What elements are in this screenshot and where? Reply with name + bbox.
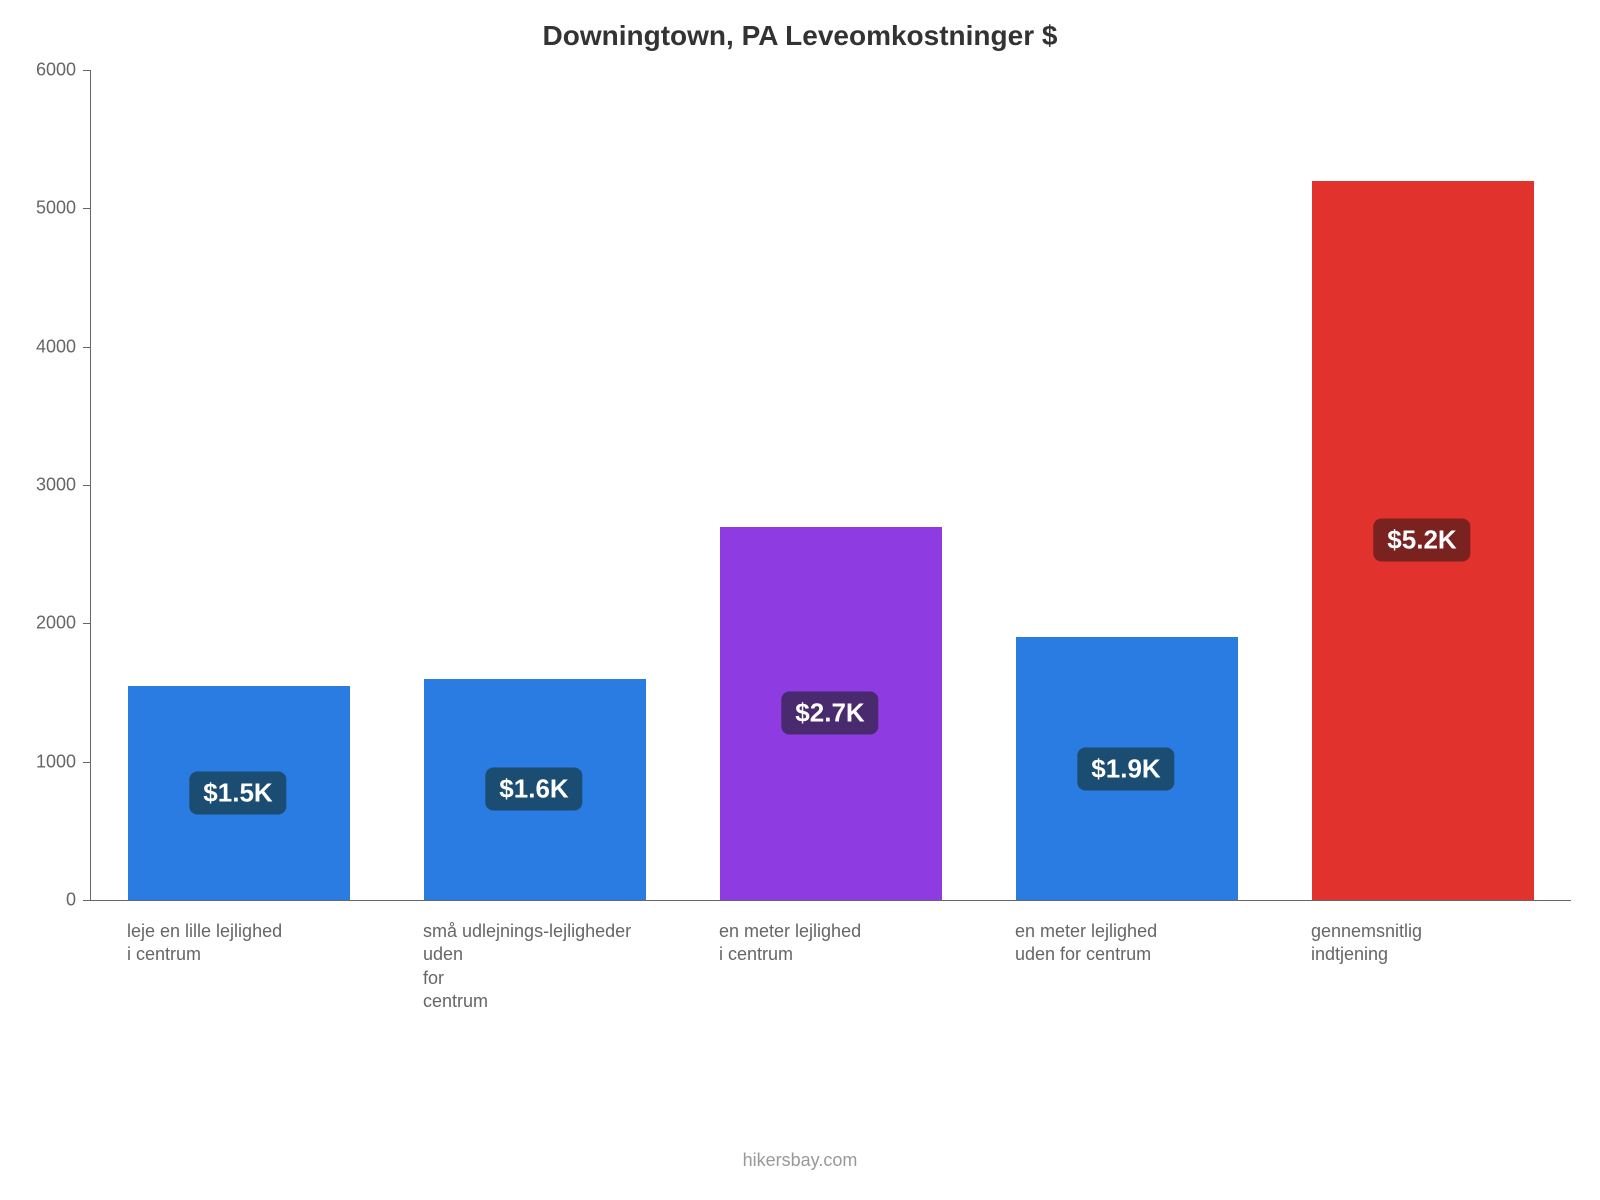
- x-axis-category-label: gennemsnitlig indtjening: [1311, 920, 1422, 967]
- y-axis-tick-mark: [83, 485, 90, 486]
- x-axis-category-label: en meter lejlighed uden for centrum: [1015, 920, 1157, 967]
- chart-title: Downingtown, PA Leveomkostninger $: [0, 20, 1600, 52]
- bar-value-label: $1.6K: [485, 768, 582, 811]
- y-axis-tick-mark: [83, 623, 90, 624]
- y-axis-tick-label: 0: [0, 890, 76, 911]
- cost-of-living-chart: Downingtown, PA Leveomkostninger $ hiker…: [0, 0, 1600, 1200]
- chart-footer: hikersbay.com: [0, 1150, 1600, 1171]
- y-axis-tick-label: 2000: [0, 613, 76, 634]
- y-axis-tick-mark: [83, 900, 90, 901]
- bar-value-label: $1.9K: [1077, 747, 1174, 790]
- y-axis-tick-mark: [83, 208, 90, 209]
- y-axis-tick-label: 6000: [0, 60, 76, 81]
- plot-area: [90, 70, 1571, 901]
- x-axis-category-label: små udlejnings-lejligheder uden for cent…: [423, 920, 631, 1014]
- y-axis-tick-mark: [83, 347, 90, 348]
- x-axis-category-label: en meter lejlighed i centrum: [719, 920, 861, 967]
- bar-value-label: $1.5K: [189, 771, 286, 814]
- y-axis-tick-label: 1000: [0, 751, 76, 772]
- y-axis-tick-label: 5000: [0, 198, 76, 219]
- bar-value-label: $5.2K: [1373, 519, 1470, 562]
- y-axis-tick-mark: [83, 762, 90, 763]
- x-axis-category-label: leje en lille lejlighed i centrum: [127, 920, 282, 967]
- y-axis-tick-label: 3000: [0, 475, 76, 496]
- y-axis-tick-label: 4000: [0, 336, 76, 357]
- y-axis-tick-mark: [83, 70, 90, 71]
- bar-value-label: $2.7K: [781, 692, 878, 735]
